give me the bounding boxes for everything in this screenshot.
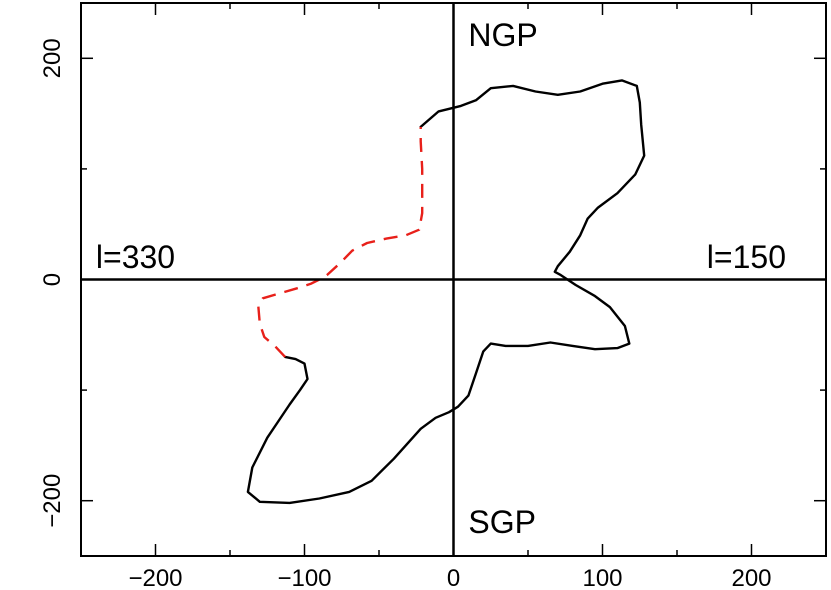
y-tick-label: −200 (39, 474, 66, 528)
ticks-layer (80, 3, 827, 556)
x-tick-label: −100 (277, 565, 331, 590)
annotation-l150: l=150 (707, 239, 786, 275)
x-tick-label: 100 (582, 565, 622, 590)
annotation-sgp: SGP (468, 504, 536, 540)
series-layer (246, 79, 646, 505)
annotation-ngp: NGP (468, 17, 537, 53)
x-tick-label: −200 (128, 565, 182, 590)
series-line-solid (246, 79, 646, 505)
y-tick-label: 200 (39, 38, 66, 78)
series-line-dashed (257, 126, 424, 358)
x-tick-label: 200 (731, 565, 771, 590)
labels-layer: −200 −100 0 100 200 −200 0 200 NGP SGP l=330 l=150 (39, 17, 786, 590)
annotation-l330: l=330 (96, 239, 175, 275)
x-tick-label: 0 (447, 565, 460, 590)
y-tick-label: 0 (39, 273, 66, 286)
